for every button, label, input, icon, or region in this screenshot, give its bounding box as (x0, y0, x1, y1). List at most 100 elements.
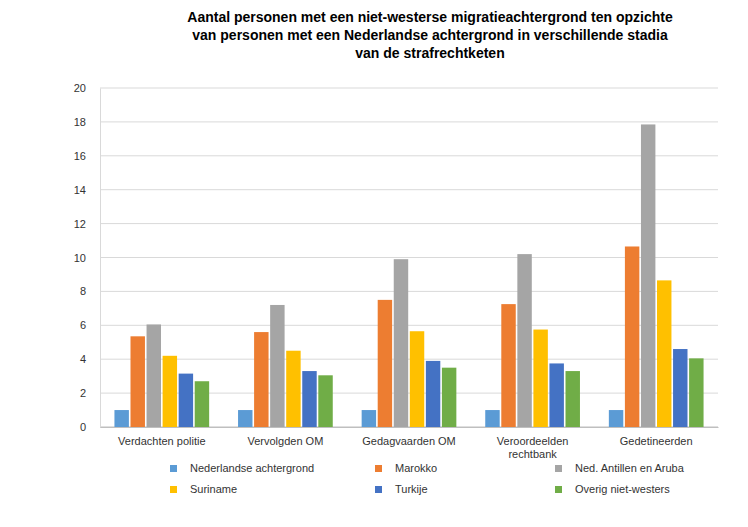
y-tick-label: 16 (74, 150, 86, 162)
bar (179, 374, 193, 427)
bar (378, 300, 392, 427)
grid-line (100, 121, 718, 122)
bar (147, 324, 161, 427)
y-tick-label: 10 (74, 252, 86, 264)
bar (302, 371, 316, 427)
y-tick-label: 0 (80, 421, 86, 433)
y-tick: 8 (80, 285, 100, 297)
bar (549, 363, 563, 427)
legend-label: Turkije (395, 483, 428, 495)
legend-label: Overig niet-westers (575, 483, 670, 495)
legend-label: Ned. Antillen en Aruba (575, 462, 685, 474)
bar (270, 305, 284, 427)
y-tick-label: 18 (74, 116, 86, 128)
y-tick: 2 (80, 387, 100, 399)
y-tick-label: 8 (80, 285, 86, 297)
legend-label: Suriname (190, 483, 237, 495)
x-tick-label: Vervolgden OM (247, 435, 323, 447)
y-tick: 10 (74, 252, 100, 264)
y-tick-label: 20 (74, 82, 86, 94)
bar (163, 356, 177, 427)
x-tick: Veroordeeldenrechtbank (497, 427, 569, 460)
x-tick: Gedetineerden (620, 427, 693, 447)
legend-swatch (170, 465, 177, 472)
y-tick: 14 (74, 184, 100, 196)
bar (254, 332, 268, 427)
legend-item: Turkije (375, 483, 428, 495)
x-tick-label: Veroordeeldenrechtbank (497, 435, 569, 460)
x-tick-label: Gedetineerden (620, 435, 693, 447)
grid-line (100, 155, 718, 156)
y-axis-line (100, 89, 101, 428)
legend-item: Suriname (170, 483, 237, 495)
bar-series (147, 124, 656, 427)
y-tick: 0 (80, 421, 100, 433)
title-line: Aantal personen met een niet-westerse mi… (187, 9, 673, 25)
chart: Aantal personen met een niet-westerse mi… (0, 0, 748, 527)
bar (394, 259, 408, 427)
bar (410, 331, 424, 427)
y-tick: 4 (80, 353, 100, 365)
bar (566, 371, 580, 427)
y-tick: 20 (74, 82, 100, 94)
bar (286, 351, 300, 427)
bar (517, 254, 531, 427)
x-tick-label-line: Veroordeelden (497, 435, 569, 447)
bar-series (179, 349, 688, 427)
bar (195, 381, 209, 427)
y-axis: 0 2 4 6 8 10 12 14 16 18 20 (74, 82, 101, 433)
bar-series (195, 358, 704, 427)
legend-swatch (555, 465, 562, 472)
legend-swatch (170, 486, 177, 493)
title: Aantal personen met een niet-westerse mi… (187, 9, 673, 61)
legend: Nederlandse achtergrond Marokko Ned. Antil… (170, 462, 685, 495)
bar (114, 410, 128, 427)
bar (641, 124, 655, 427)
bar (533, 330, 547, 427)
plot: 0 2 4 6 8 10 12 14 16 18 20 Verdachten politie Vervo… (74, 82, 719, 460)
legend-swatch (375, 486, 382, 493)
y-tick-label: 4 (80, 353, 86, 365)
legend-item: Overig niet-westers (555, 483, 670, 495)
x-tick: Gedagvaarden OM (362, 427, 456, 447)
bar (442, 368, 456, 427)
grid-line (100, 223, 718, 224)
legend-item: Nederlandse achtergrond (170, 462, 314, 474)
legend-label: Marokko (395, 462, 437, 474)
x-tick: Vervolgden OM (247, 427, 323, 447)
bar-series (130, 246, 639, 427)
bar (625, 246, 639, 427)
x-axis: Verdachten politie Vervolgden OM Gedagvaar… (101, 427, 719, 460)
y-tick-label: 2 (80, 387, 86, 399)
bar (485, 410, 499, 427)
y-tick-label: 6 (80, 319, 86, 331)
y-tick-label: 12 (74, 218, 86, 230)
bar (657, 280, 671, 427)
bar (318, 375, 332, 427)
x-tick-label-line: rechtbank (508, 448, 557, 460)
title-line: van personen met een Nederlandse achterg… (192, 27, 668, 43)
legend-swatch (555, 486, 562, 493)
y-tick-label: 14 (74, 184, 86, 196)
bar (426, 361, 440, 427)
y-tick: 12 (74, 218, 100, 230)
title-line: van de strafrechtketen (355, 45, 504, 61)
x-axis-line (101, 427, 719, 428)
grid-line (100, 88, 718, 89)
x-tick-label: Verdachten politie (118, 435, 205, 447)
bar (673, 349, 687, 427)
grid-line (100, 189, 718, 190)
y-tick: 16 (74, 150, 100, 162)
bar (238, 410, 252, 427)
grid (100, 88, 718, 427)
bar-series (163, 280, 672, 427)
bar (689, 358, 703, 427)
bar (609, 410, 623, 427)
bars (114, 124, 703, 427)
bar (130, 336, 144, 427)
x-tick-label: Gedagvaarden OM (362, 435, 456, 447)
x-tick: Verdachten politie (118, 427, 205, 447)
bar (362, 410, 376, 427)
legend-item: Ned. Antillen en Aruba (555, 462, 685, 474)
y-tick: 18 (74, 116, 100, 128)
